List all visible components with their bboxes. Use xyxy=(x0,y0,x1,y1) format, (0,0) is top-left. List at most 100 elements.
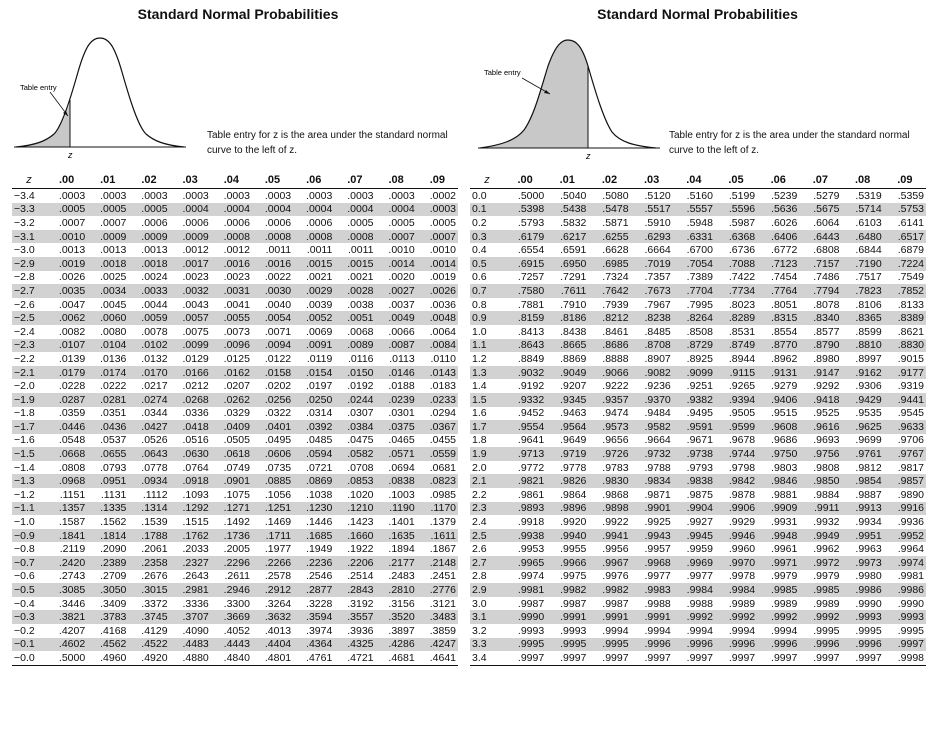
z-value-cell: −1.2 xyxy=(14,488,35,501)
probability-cell: .9599 xyxy=(714,420,758,434)
probability-cell: .7734 xyxy=(714,284,758,298)
probability-cell: .9911 xyxy=(799,501,842,516)
table-row: −2.8 .0026 .0025 .0024 .0023 .0023 .0022 .0021.… xyxy=(12,271,458,285)
probability-cell: .0110 xyxy=(430,352,457,365)
probability-cell: .9993 xyxy=(560,624,587,637)
probability-cell: .0064 xyxy=(429,325,456,338)
probability-cell: .2177 xyxy=(375,556,417,570)
z-value-cell: −2.8 xyxy=(14,271,35,284)
probability-cell: .0069 xyxy=(306,325,333,338)
probability-cell: .1587 xyxy=(58,516,86,529)
probability-cell: .9952 xyxy=(883,528,926,543)
probability-cell: .0004 xyxy=(251,202,294,217)
probability-cell: .9931 xyxy=(771,516,798,529)
probability-cell: .9564 xyxy=(546,420,589,434)
probability-cell: .0009 xyxy=(128,229,170,244)
probability-cell: .7157 xyxy=(799,256,842,271)
probability-cell: .9909 xyxy=(757,501,800,516)
probability-cell: .2877 xyxy=(293,583,335,597)
probability-cell: .9345 xyxy=(546,392,589,407)
probability-cell: .5478 xyxy=(588,202,631,217)
probability-cell: .4129 xyxy=(141,624,168,637)
probability-cell: .0708 xyxy=(347,461,374,474)
z-value-cell: 0.0 xyxy=(472,189,487,202)
probability-cell: .9484 xyxy=(644,407,671,420)
probability-cell: .9989 xyxy=(728,597,756,610)
probability-cell: .7704 xyxy=(672,284,715,298)
probability-cell: .1515 xyxy=(182,516,209,529)
probability-cell: .1977 xyxy=(264,543,292,556)
probability-cell: .9993 xyxy=(517,624,545,637)
probability-cell: .6950 xyxy=(546,256,589,271)
probability-cell: .3264 xyxy=(264,597,292,610)
probability-cell: .6331 xyxy=(672,229,715,244)
probability-cell: .9826 xyxy=(546,474,589,489)
probability-cell: .5517 xyxy=(630,202,673,217)
column-header: .06 xyxy=(293,172,335,189)
probability-cell: .0016 xyxy=(210,256,252,271)
probability-cell: .8577 xyxy=(813,325,840,338)
table-row: −0.9.1841.1814.1788.1762.1736.1711.1685.… xyxy=(12,528,458,543)
probability-cell: .0003 xyxy=(347,189,374,202)
probability-cell: .0217 xyxy=(141,380,168,393)
probability-cell: .1788 xyxy=(128,528,170,543)
probability-cell: .5636 xyxy=(757,202,800,217)
probability-cell: .2451 xyxy=(429,570,456,583)
probability-cell: .6844 xyxy=(855,244,882,257)
right-table-body: 0.0.5000.5040.5080.5120.5160.5199.5239.5… xyxy=(470,189,926,666)
left-table-body: −3.4.0003.0003.0003.0003.0003.0003.0003.… xyxy=(12,189,458,666)
probability-cell: .0049 xyxy=(375,311,417,325)
probability-cell: .9966 xyxy=(546,556,589,570)
probability-cell: .9932 xyxy=(813,516,840,529)
probability-cell: .3192 xyxy=(347,597,374,610)
probability-cell: .0104 xyxy=(87,338,129,353)
probability-cell: .9890 xyxy=(897,488,924,501)
probability-cell: .0559 xyxy=(416,447,458,461)
table-row: 3.2 .9993 .9993 .9994 .9994 .9994 .9994 .9994 .9… xyxy=(470,624,926,638)
probability-cell: .1922 xyxy=(347,543,374,556)
left-normal-curve-diagram: Table entry z xyxy=(14,37,186,160)
probability-cell: .9633 xyxy=(883,420,926,434)
probability-cell: .2843 xyxy=(334,583,376,597)
table-row: −0.3.3821.3783.3745.3707.3669.3632.3594.… xyxy=(12,610,458,624)
z-value-cell: −0.1 xyxy=(12,637,46,652)
z-value-cell: 1.6 xyxy=(472,407,487,420)
probability-cell: .0048 xyxy=(416,311,458,325)
probability-cell: .9987 xyxy=(560,597,587,610)
probability-cell: .0026 xyxy=(416,284,458,298)
probability-cell: .8554 xyxy=(771,325,798,338)
probability-cell: .8770 xyxy=(757,338,800,353)
probability-cell: .1492 xyxy=(223,516,250,529)
probability-cell: .9693 xyxy=(813,434,840,447)
probability-cell: .1335 xyxy=(87,501,129,516)
probability-cell: .0901 xyxy=(210,474,252,489)
column-header: .08 xyxy=(375,172,417,189)
probability-cell: .3228 xyxy=(306,597,333,610)
probability-cell: .9162 xyxy=(841,365,884,380)
probability-cell: .0643 xyxy=(128,447,170,461)
probability-cell: .0668 xyxy=(46,447,88,461)
table-row: 1.3.9032.9049.9066.9082.9099.9115.9131.9… xyxy=(470,365,926,380)
probability-cell: .7794 xyxy=(799,284,842,298)
probability-cell: .0838 xyxy=(375,474,417,489)
probability-cell: .6736 xyxy=(728,244,756,257)
probability-cell: .7939 xyxy=(602,298,629,311)
table-row: 0.7.7580.7611.7642.7673.7704.7734.7764.7… xyxy=(470,284,926,298)
probability-cell: .9993 xyxy=(841,610,884,624)
probability-cell: .2981 xyxy=(169,583,211,597)
probability-cell: .0384 xyxy=(334,420,376,434)
probability-cell: .0004 xyxy=(375,202,417,217)
probability-cell: .7054 xyxy=(672,256,715,271)
right-description: Table entry for z is the area under the … xyxy=(669,130,910,156)
z-value-cell: −1.4 xyxy=(14,461,35,474)
probability-cell: .2296 xyxy=(210,556,252,570)
column-header: .07 xyxy=(799,172,842,189)
probability-cell: .1894 xyxy=(388,543,415,556)
probability-cell: .9997 xyxy=(588,651,631,666)
probability-cell: .3745 xyxy=(128,610,170,624)
probability-cell: .0075 xyxy=(182,325,209,338)
table-row: 3.0 .9987 .9987 .9987 .9988 .9988 .9989 .9989 .9… xyxy=(470,597,926,611)
z-value-cell: −3.1 xyxy=(12,229,46,244)
probability-cell: .9671 xyxy=(686,434,713,447)
probability-cell: .0537 xyxy=(100,434,127,447)
